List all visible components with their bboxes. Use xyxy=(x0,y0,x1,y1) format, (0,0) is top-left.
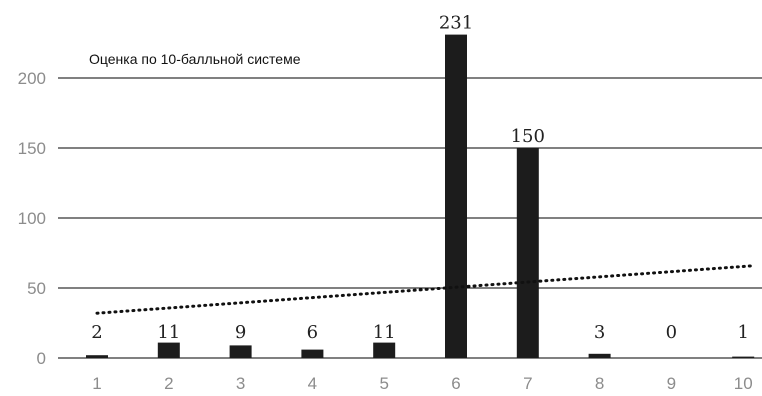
x-tick-label-9: 9 xyxy=(667,374,676,393)
x-tick-label-8: 8 xyxy=(595,374,604,393)
y-axis-ticks: 0 50 100 150 200 xyxy=(18,69,46,368)
y-tick-label: 200 xyxy=(18,69,46,88)
bar-7 xyxy=(516,148,539,358)
data-label-4: 6 xyxy=(307,322,318,343)
y-tick-label: 100 xyxy=(18,209,46,228)
data-label-8: 3 xyxy=(594,322,605,343)
bars xyxy=(86,34,755,358)
data-label-6: 231 xyxy=(439,13,473,34)
x-tick-label-4: 4 xyxy=(308,374,317,393)
y-tick-label: 150 xyxy=(18,139,46,158)
data-labels: 2 11 9 6 11 231 150 3 0 1 xyxy=(91,13,749,343)
trendline-layer xyxy=(95,264,757,315)
trendline xyxy=(95,264,757,315)
grid xyxy=(58,77,762,359)
data-label-9: 0 xyxy=(666,322,677,343)
data-label-3: 9 xyxy=(235,322,246,343)
bar-1 xyxy=(86,355,108,358)
bar-2 xyxy=(157,342,180,358)
data-label-5: 11 xyxy=(373,322,396,343)
x-tick-label-7: 7 xyxy=(523,374,532,393)
bar-10 xyxy=(732,356,755,358)
data-label-2: 11 xyxy=(157,322,180,343)
y-tick-label: 0 xyxy=(37,349,46,368)
bar-4 xyxy=(301,349,324,358)
y-tick-label: 50 xyxy=(27,279,46,298)
x-tick-label-1: 1 xyxy=(92,374,101,393)
bar-5 xyxy=(373,342,396,358)
bar-3 xyxy=(229,345,252,358)
x-axis-ticks: 1 2 3 4 5 6 7 8 9 10 xyxy=(92,374,752,393)
data-label-10: 1 xyxy=(737,322,748,343)
x-tick-label-2: 2 xyxy=(164,374,173,393)
x-tick-label-10: 10 xyxy=(734,374,753,393)
data-label-7: 150 xyxy=(511,126,545,147)
bar-8 xyxy=(588,353,611,358)
x-tick-label-6: 6 xyxy=(451,374,460,393)
bar-6 xyxy=(445,34,467,358)
legend-label: Оценка по 10-балльной системе xyxy=(89,51,301,67)
x-tick-label-3: 3 xyxy=(236,374,245,393)
data-label-1: 2 xyxy=(91,322,102,343)
x-tick-label-5: 5 xyxy=(379,374,388,393)
